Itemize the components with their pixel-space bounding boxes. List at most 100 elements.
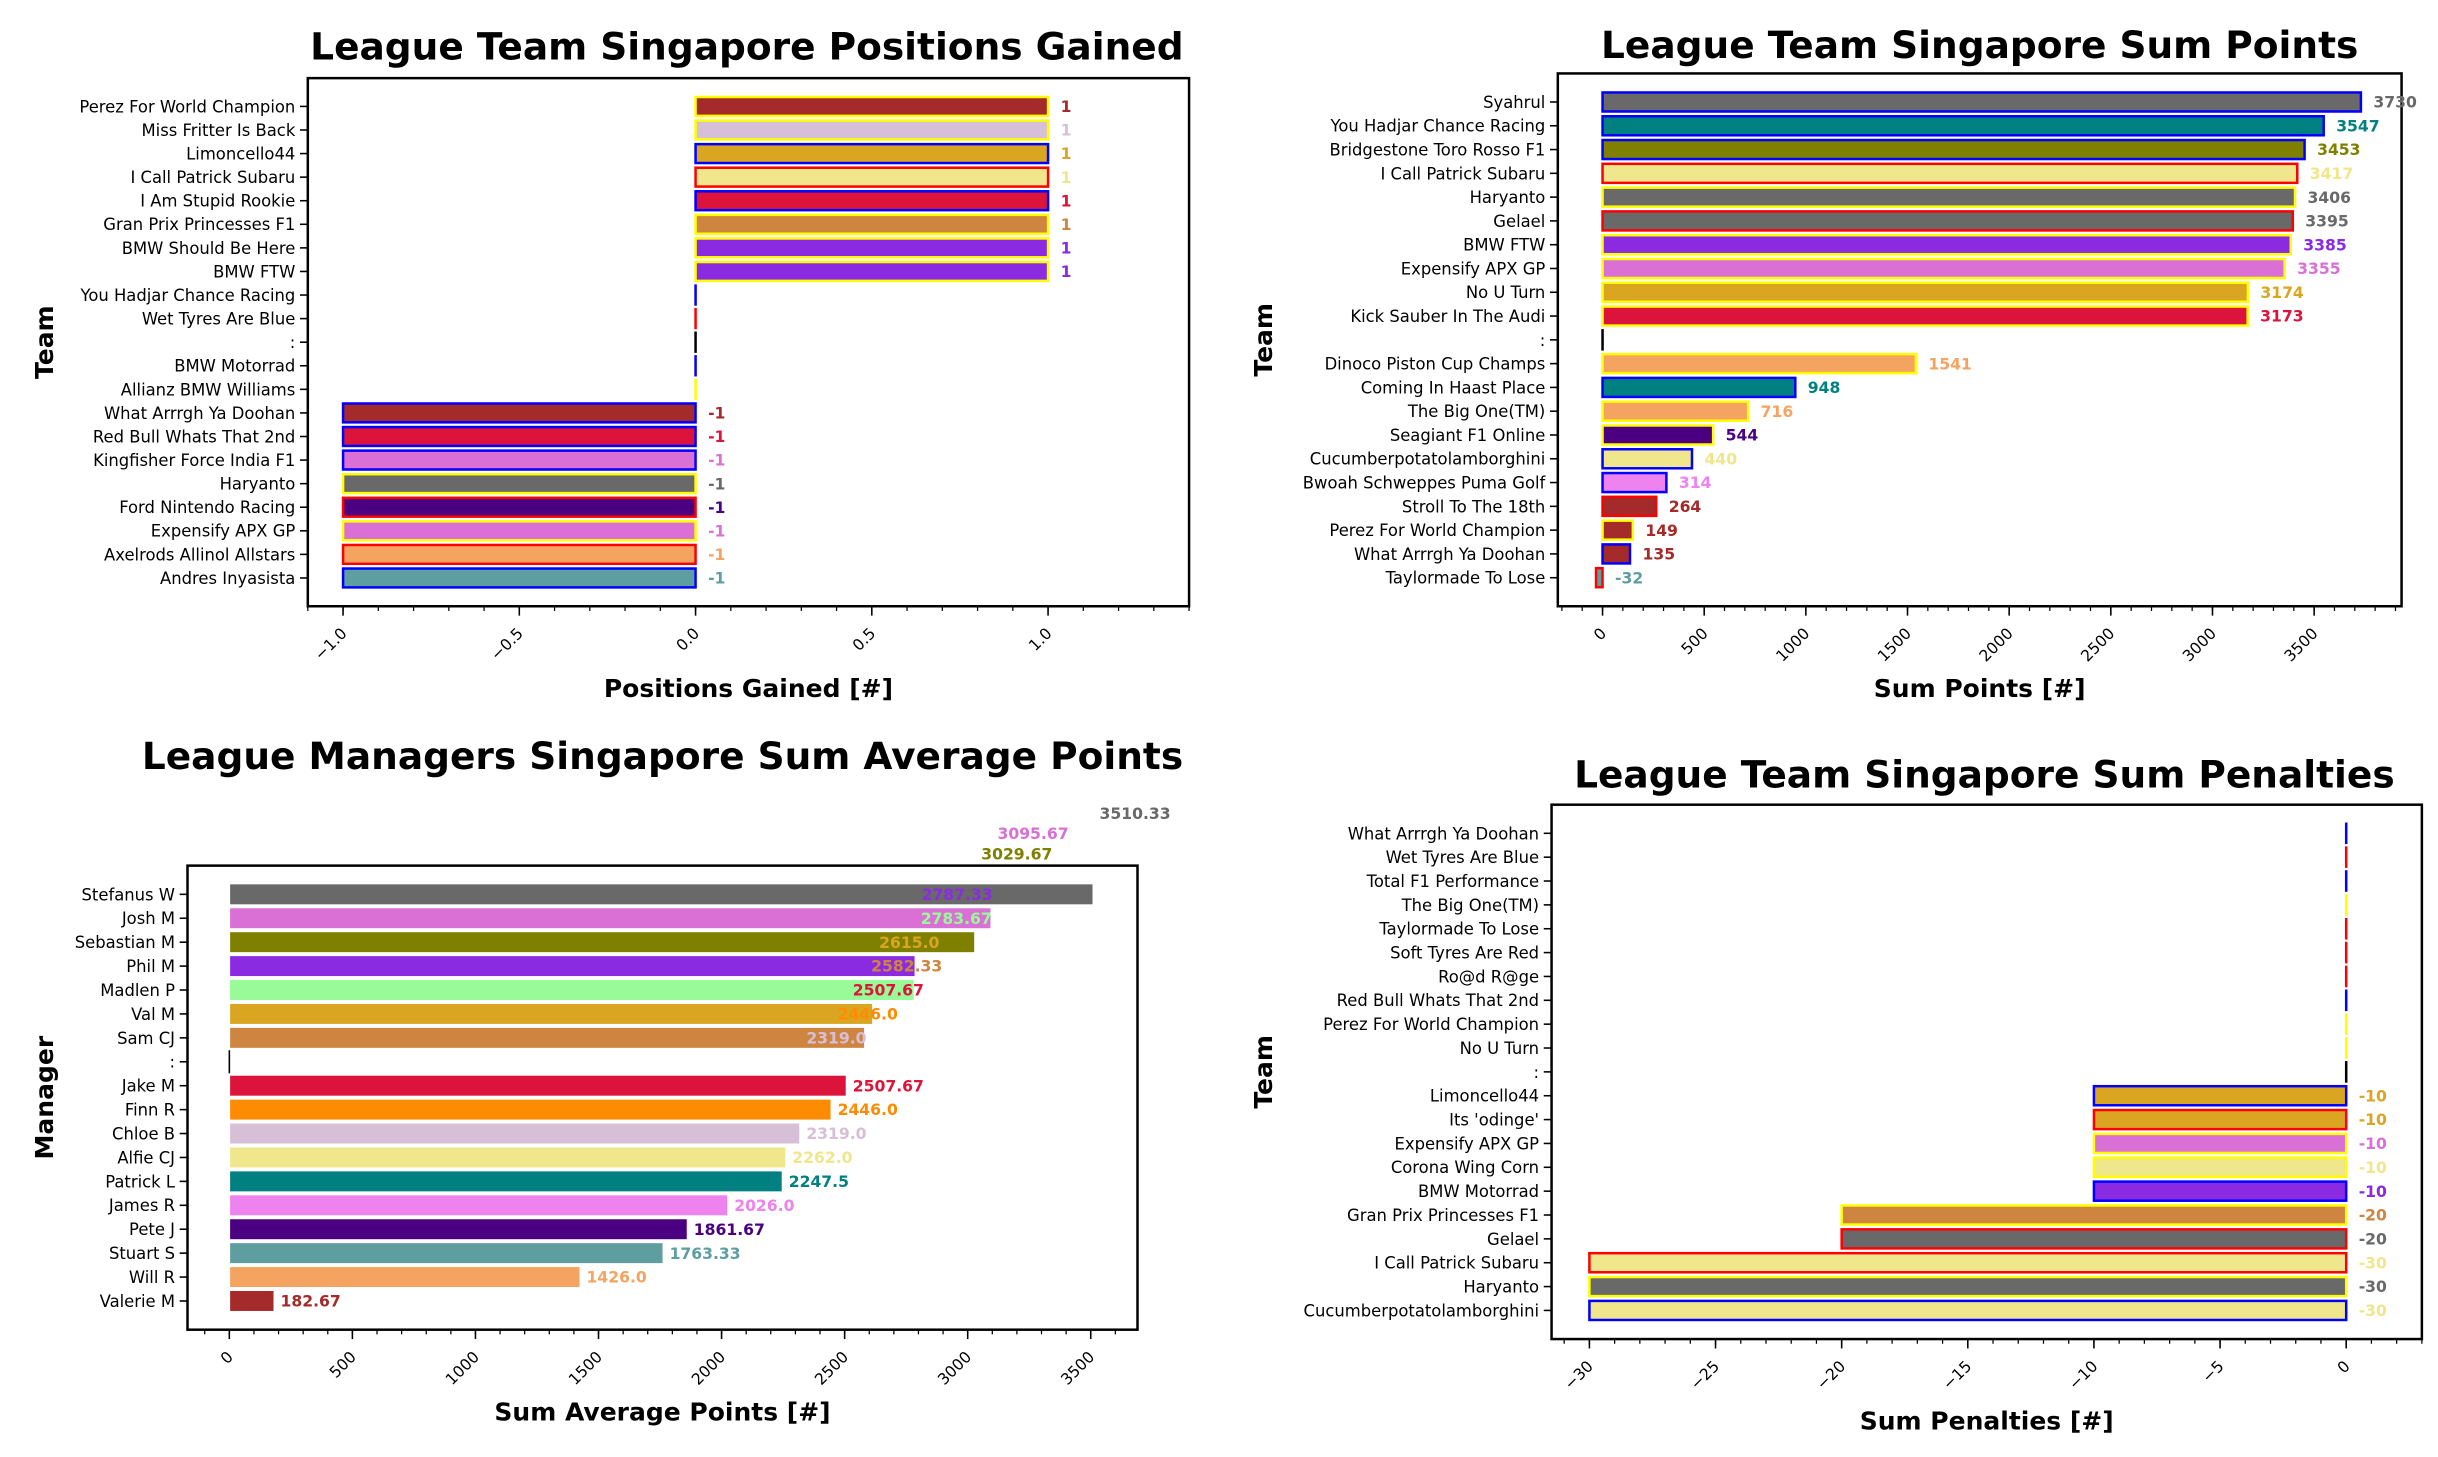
bar <box>228 1121 801 1146</box>
y-tick-label: Andres Inyasista <box>160 569 295 588</box>
bar <box>1601 448 1694 470</box>
y-tick-label: Axelrods Allinol Allstars <box>104 545 295 564</box>
y-tick-label: Gelael <box>1493 212 1545 231</box>
bar-value-label: 2783.67 <box>921 910 992 928</box>
bar-value-label: 1763.33 <box>670 1245 741 1263</box>
bar-value-label: 2247.5 <box>789 1173 849 1191</box>
x-axis-label: Sum Penalties [#] <box>1860 1407 2114 1436</box>
bar-value-label: 3510.33 <box>1100 805 1171 823</box>
bar <box>1601 210 2295 232</box>
bar <box>228 1145 787 1170</box>
bar-value-label: 1 <box>1061 263 1072 281</box>
y-tick-label: James R <box>108 1196 175 1215</box>
x-tick-label: 1.0 <box>1025 624 1055 654</box>
bar-value-label: 2507.67 <box>853 982 924 1000</box>
chart-sum-penalties: League Team Singapore Sum Penalties What … <box>1249 753 2424 1436</box>
y-tick-label: Syahrul <box>1483 93 1545 112</box>
x-tick-label: 3500 <box>1057 1348 1098 1389</box>
y-tick-label: Red Bull Whats That 2nd <box>1337 991 1539 1010</box>
bar-value-label: 2026.0 <box>734 1197 794 1215</box>
y-tick-label: Expensify APX GP <box>151 522 296 541</box>
y-tick-label: Corona Wing Corn <box>1391 1158 1539 1177</box>
x-tick-label: 1000 <box>442 1348 483 1389</box>
bar-value-label: 1 <box>1061 216 1072 234</box>
bar-value-label: 2787.33 <box>922 886 993 904</box>
bar <box>694 213 1050 235</box>
y-tick-label: Limoncello44 <box>1430 1087 1539 1106</box>
y-tick-label: Expensify APX GP <box>1395 1134 1540 1153</box>
y-tick-label: Cucumberpotatolamborghini <box>1304 1301 1540 1320</box>
y-tick-label: Seagiant F1 Online <box>1390 426 1546 445</box>
bar-value-label: 2615.0 <box>879 934 939 952</box>
y-axis-label: Team <box>30 305 59 379</box>
bar <box>1588 1251 2348 1274</box>
x-tick-label: −15 <box>1939 1357 1975 1393</box>
bar <box>694 166 1050 188</box>
x-tick-label: −20 <box>1813 1357 1849 1393</box>
y-tick-label: No U Turn <box>1466 283 1545 302</box>
bar-value-label: 3385 <box>2303 236 2346 254</box>
x-tick-label: 3000 <box>934 1348 975 1389</box>
bar <box>1601 233 2293 256</box>
bar <box>1601 257 2286 280</box>
y-axis-label: Team <box>1249 1035 1278 1109</box>
x-tick-label: 2000 <box>688 1348 729 1389</box>
bar-value-label: 440 <box>1704 450 1737 468</box>
y-tick-label: Stuart S <box>109 1244 175 1263</box>
y-tick-label: Its 'odinge' <box>1449 1111 1539 1130</box>
bar <box>1840 1204 2348 1226</box>
x-tick-label: 1000 <box>1773 624 1814 665</box>
bar-value-label: 3406 <box>2308 189 2352 207</box>
y-tick-label: Cucumberpotatolamborghini <box>1310 450 1546 469</box>
y-tick-label: Perez For World Champion <box>1329 521 1545 540</box>
bar <box>341 496 697 518</box>
bar-value-label: 3355 <box>2297 260 2340 278</box>
y-tick-label: : <box>1534 1063 1540 1082</box>
bar <box>694 190 1050 212</box>
bar-value-label: 149 <box>1645 522 1678 540</box>
x-tick-label: 1500 <box>565 1348 606 1389</box>
y-tick-label: The Big One(TM) <box>1401 896 1539 915</box>
y-tick-label: Kick Sauber In The Audi <box>1350 307 1545 326</box>
y-tick-label: Dinoco Piston Cup Champs <box>1325 355 1546 374</box>
bar-value-label: 3174 <box>2260 284 2304 302</box>
bar-value-label: 948 <box>1808 379 1841 397</box>
y-tick-label: Haryanto <box>220 475 296 494</box>
y-tick-label: Sam CJ <box>117 1029 175 1048</box>
bar-value-label: 2507.67 <box>853 1077 924 1095</box>
y-tick-label: What Arrrgh Ya Doohan <box>1354 545 1545 564</box>
y-tick-label: BMW Motorrad <box>1418 1182 1539 1201</box>
x-tick-label: −25 <box>1687 1357 1723 1393</box>
bar <box>228 1289 276 1313</box>
bar <box>1601 115 2325 137</box>
y-tick-label: Stefanus W <box>82 885 175 904</box>
bar <box>2092 1180 2348 1202</box>
bar-value-label: -20 <box>2359 1207 2387 1225</box>
y-tick-label: Kingfisher Force India F1 <box>93 451 295 470</box>
bar-value-label: 2319.0 <box>806 1125 866 1143</box>
chart-sum-average-points: League Managers Singapore Sum Average Po… <box>30 734 1183 1427</box>
y-tick-label: Miss Fritter Is Back <box>142 121 296 140</box>
y-tick-label: Stroll To The 18th <box>1402 497 1545 516</box>
bar <box>694 237 1050 259</box>
bar-value-label: 314 <box>1679 474 1712 492</box>
bar <box>228 978 916 1002</box>
bar-value-label: -1 <box>708 499 725 517</box>
y-tick-label: Ford Nintendo Racing <box>119 498 295 517</box>
chart-title: League Managers Singapore Sum Average Po… <box>142 734 1183 778</box>
y-tick-label: BMW FTW <box>213 262 295 281</box>
bar-value-label: -32 <box>1615 569 1643 587</box>
bar-value-label: 1861.67 <box>694 1221 765 1239</box>
bar <box>228 930 976 954</box>
y-tick-label: No U Turn <box>1460 1039 1539 1058</box>
bar <box>1601 352 1918 375</box>
bar <box>341 425 697 448</box>
y-tick-label: Coming In Haast Place <box>1361 378 1546 397</box>
chart-title: League Team Singapore Positions Gained <box>310 24 1183 68</box>
y-tick-label: Jake M <box>121 1077 175 1096</box>
y-tick-label: Total F1 Performance <box>1366 872 1539 891</box>
bar <box>228 1026 866 1050</box>
x-tick-label: 500 <box>326 1348 360 1382</box>
bar <box>1601 186 2297 208</box>
